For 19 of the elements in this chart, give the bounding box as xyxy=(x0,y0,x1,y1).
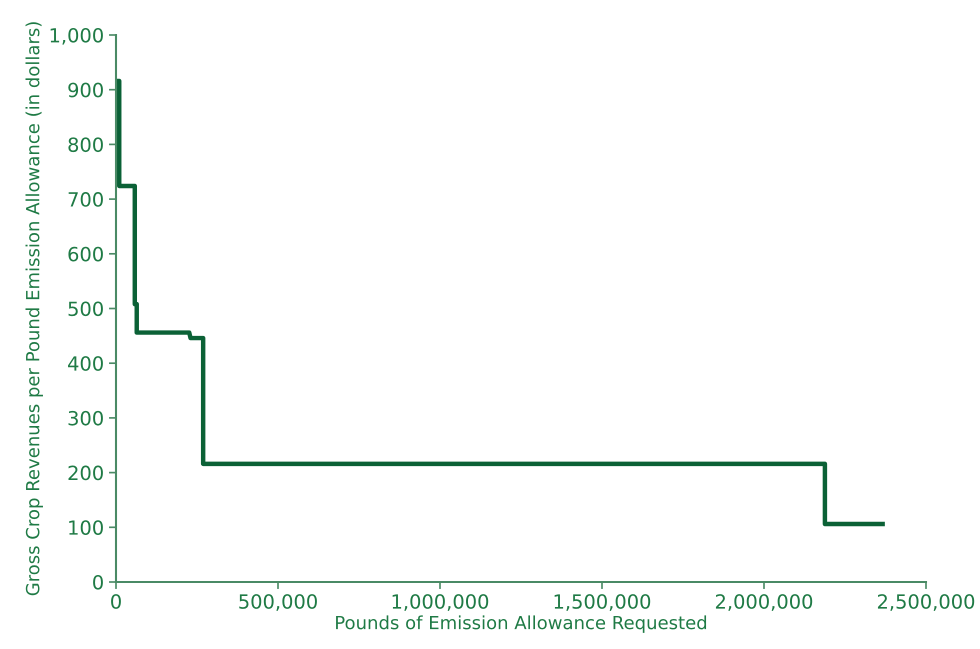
x-tick-label: 1,000,000 xyxy=(392,594,488,611)
y-tick-label: 600 xyxy=(68,246,103,262)
x-tick-label: 2,500,000 xyxy=(878,594,974,611)
y-tick-label: 0 xyxy=(93,574,103,590)
y-tick-label: 800 xyxy=(68,137,103,152)
x-tick-label: 2,000,000 xyxy=(716,594,812,611)
y-tick-label: 900 xyxy=(68,82,103,98)
y-tick-label: 300 xyxy=(68,410,103,426)
y-tick-label: 400 xyxy=(68,356,103,371)
y-tick-label: 1,000 xyxy=(50,28,103,45)
y-axis-title: Gross Crop Revenues per Pound Emission Allowance (in dollars) xyxy=(26,22,43,596)
y-tick-label: 700 xyxy=(68,192,103,207)
x-tick-label: 1,500,000 xyxy=(554,594,650,611)
x-axis-title: Pounds of Emission Allowance Requested xyxy=(336,615,706,633)
y-tick-label: 100 xyxy=(69,520,103,535)
x-tick-label: 0 xyxy=(111,594,121,609)
x-tick-label: 500,000 xyxy=(239,594,317,611)
y-tick-label: 500 xyxy=(68,301,103,316)
y-tick-label: 200 xyxy=(68,466,103,480)
